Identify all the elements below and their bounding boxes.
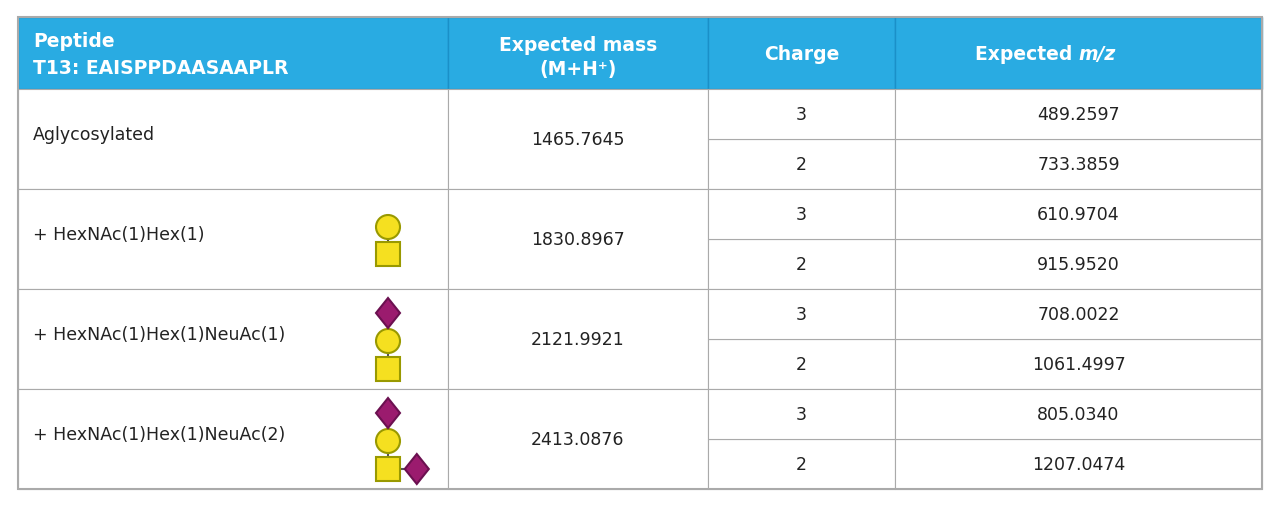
Bar — [448, 189, 708, 289]
Text: Charge: Charge — [764, 44, 840, 63]
Text: 3: 3 — [796, 206, 806, 224]
Bar — [895, 90, 1262, 140]
Bar — [708, 140, 895, 189]
Bar — [708, 289, 895, 339]
Bar — [18, 90, 448, 189]
Bar — [376, 242, 399, 267]
Bar — [895, 140, 1262, 189]
Polygon shape — [404, 454, 429, 484]
Bar — [448, 90, 708, 189]
Text: 1830.8967: 1830.8967 — [531, 231, 625, 248]
Bar — [18, 389, 448, 489]
Bar — [708, 18, 895, 90]
Text: Expected: Expected — [974, 44, 1079, 63]
Bar — [448, 18, 708, 90]
Bar — [448, 289, 708, 389]
Text: 610.9704: 610.9704 — [1037, 206, 1120, 224]
Text: 489.2597: 489.2597 — [1037, 106, 1120, 124]
Text: 3: 3 — [796, 106, 806, 124]
Bar — [18, 18, 448, 90]
Text: 3: 3 — [796, 405, 806, 423]
Text: (M+H⁺): (M+H⁺) — [539, 60, 617, 79]
Text: + HexNAc(1)Hex(1)NeuAc(2): + HexNAc(1)Hex(1)NeuAc(2) — [33, 425, 285, 443]
Bar — [708, 189, 895, 239]
Text: 2413.0876: 2413.0876 — [531, 430, 625, 448]
Circle shape — [376, 329, 399, 353]
Text: Expected mass: Expected mass — [499, 36, 657, 55]
Text: 1207.0474: 1207.0474 — [1032, 455, 1125, 473]
Text: 1061.4997: 1061.4997 — [1032, 356, 1125, 373]
Circle shape — [376, 216, 399, 239]
Text: T13: EAISPPDAASAAPLR: T13: EAISPPDAASAAPLR — [33, 59, 288, 78]
Bar — [376, 358, 399, 381]
Text: 2: 2 — [796, 356, 806, 373]
Text: 1465.7645: 1465.7645 — [531, 131, 625, 148]
Polygon shape — [376, 298, 399, 328]
Text: Peptide: Peptide — [33, 32, 115, 51]
Text: 2121.9921: 2121.9921 — [531, 330, 625, 348]
Bar — [708, 439, 895, 489]
Bar — [895, 18, 1262, 90]
Text: + HexNAc(1)Hex(1)NeuAc(1): + HexNAc(1)Hex(1)NeuAc(1) — [33, 325, 285, 343]
Circle shape — [376, 429, 399, 453]
Text: 915.9520: 915.9520 — [1037, 256, 1120, 274]
Text: + HexNAc(1)Hex(1): + HexNAc(1)Hex(1) — [33, 226, 205, 243]
Bar — [708, 389, 895, 439]
Bar — [895, 389, 1262, 439]
Text: 3: 3 — [796, 306, 806, 323]
Bar — [895, 439, 1262, 489]
Text: 2: 2 — [796, 256, 806, 274]
Text: Aglycosylated: Aglycosylated — [33, 126, 155, 144]
Text: 733.3859: 733.3859 — [1037, 156, 1120, 174]
Text: m/z: m/z — [1079, 44, 1116, 63]
Text: 2: 2 — [796, 156, 806, 174]
Bar — [895, 339, 1262, 389]
Bar — [18, 289, 448, 389]
Bar — [708, 90, 895, 140]
Bar — [708, 339, 895, 389]
Bar — [708, 239, 895, 289]
Bar — [376, 457, 399, 481]
Text: 805.0340: 805.0340 — [1037, 405, 1120, 423]
Bar — [448, 389, 708, 489]
Text: 2: 2 — [796, 455, 806, 473]
Polygon shape — [376, 398, 399, 428]
Bar — [895, 239, 1262, 289]
Bar — [18, 189, 448, 289]
Bar — [895, 189, 1262, 239]
Bar — [895, 289, 1262, 339]
Text: 708.0022: 708.0022 — [1037, 306, 1120, 323]
